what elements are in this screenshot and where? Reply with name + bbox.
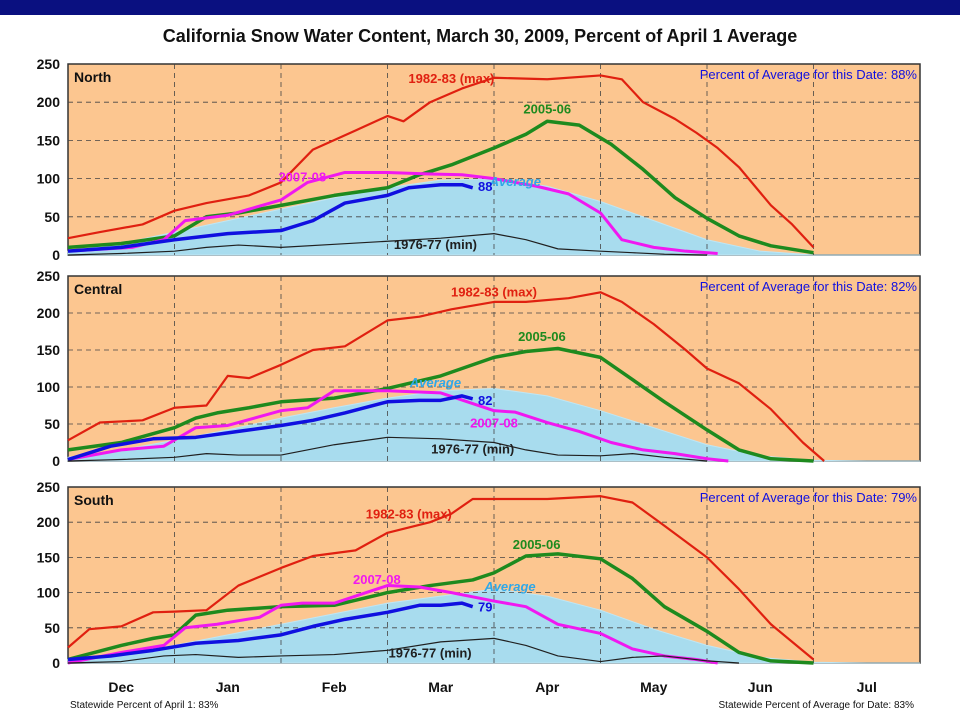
statewide-date-percent: Statewide Percent of Average for Date: 8… [718,700,915,711]
south-series-label: 1982-83 (max) [366,507,452,522]
south-ytick-label: 100 [37,585,61,601]
statewide-april-percent: Statewide Percent of April 1: 83% [70,700,219,711]
north-ytick-label: 0 [52,247,60,263]
chart-title: California Snow Water Content, March 30,… [162,26,798,46]
central-series-label: 1982-83 (max) [451,285,537,300]
xtick-label: Apr [535,679,560,695]
south-line-max [67,495,815,661]
south-line-y2007 [67,584,718,665]
south-percent-note: Percent of Average for this Date: 79% [700,490,918,505]
south-ytick-label: 50 [44,620,60,636]
xtick-label: Jun [748,679,773,695]
north-line-current [67,182,474,253]
xtick-label: Mar [428,679,453,695]
central-panel-label: Central [74,281,122,297]
xtick-label: Feb [322,679,347,695]
south-panel-label: South [74,492,114,508]
north-series-label: 2005-06 [523,102,571,117]
central-percent-note: Percent of Average for this Date: 82% [700,279,918,294]
north-series-label: 1976-77 (min) [394,237,477,252]
central-series-label: 82 [478,393,492,408]
south-ytick-label: 0 [52,655,60,671]
xtick-label: Jan [216,679,240,695]
north-line-max [67,74,815,249]
north-ytick-label: 100 [37,171,61,187]
south-series-label: 2005-06 [513,537,561,552]
north-series-label: Average [489,174,541,189]
central-ytick-label: 150 [37,342,61,358]
central-ytick-label: 100 [37,379,61,395]
south-series-label: 2007-08 [353,572,401,587]
north-ytick-label: 250 [37,56,61,72]
central-ytick-label: 50 [44,416,60,432]
central-ytick-label: 250 [37,268,61,284]
south-series-label: 1976-77 (min) [389,645,472,660]
central-line-y2005 [67,346,814,463]
south-line-current [67,601,474,662]
central-series-label: 2005-06 [518,329,566,344]
north-series-label: 88 [478,179,492,194]
south-ytick-label: 150 [37,549,61,565]
north-series-label: 1982-83 (max) [408,71,494,86]
xtick-label: Dec [108,679,134,695]
central-line-max [67,291,825,462]
north-series-label: 2007-08 [278,170,326,185]
south-ytick-label: 200 [37,514,61,530]
central-series-label: Average [409,375,461,390]
xtick-label: Jul [857,679,877,695]
south-ytick-label: 250 [37,479,61,495]
south-series-label: Average [483,579,535,594]
north-panel-label: North [74,69,111,85]
north-line-min [67,233,708,256]
north-ytick-label: 50 [44,209,60,225]
central-line-min [67,436,708,462]
central-ytick-label: 0 [52,453,60,469]
central-series-label: 1976-77 (min) [431,442,514,457]
xtick-label: May [640,679,667,695]
central-ytick-label: 200 [37,305,61,321]
central-line-current [67,394,474,462]
south-series-label: 79 [478,600,492,615]
central-series-label: 2007-08 [470,416,518,431]
top-bar [0,0,960,15]
south-line-min [67,637,739,664]
north-ytick-label: 200 [37,94,61,110]
central-line-y2007 [67,389,729,463]
north-percent-note: Percent of Average for this Date: 88% [700,67,918,82]
north-line-y2007 [67,170,718,255]
south-line-y2005 [67,552,814,665]
north-ytick-label: 150 [37,132,61,148]
